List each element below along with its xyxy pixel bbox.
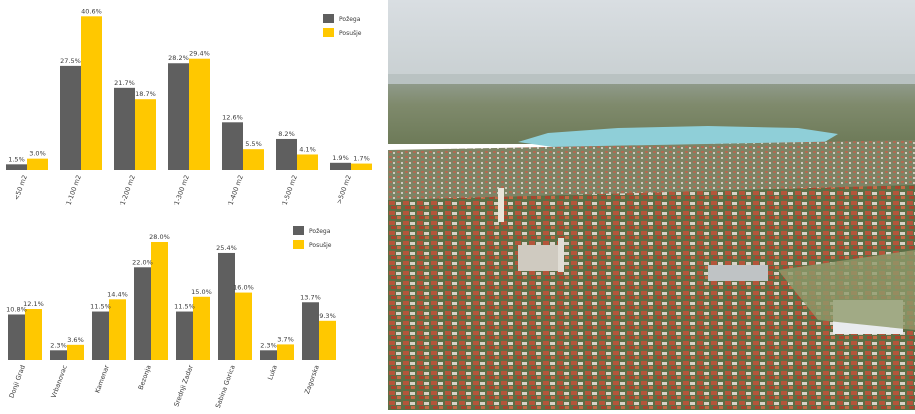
data-label: 16.0% (233, 284, 254, 292)
legend-swatch (293, 226, 304, 235)
legend-label: Požega (339, 16, 361, 23)
bar-series2 (319, 320, 336, 360)
bar-series2 (189, 58, 210, 171)
bar-series2 (67, 344, 84, 360)
data-label: 13.7% (300, 293, 321, 301)
data-label: 14.4% (107, 290, 128, 298)
data-label: 10.8% (6, 305, 27, 313)
bar-series2 (297, 154, 318, 170)
bar-series1 (302, 302, 319, 360)
data-label: 3.7% (277, 335, 294, 343)
bar-series1 (176, 311, 193, 360)
chart-legend: Požega Posušje (293, 226, 332, 249)
legend-swatch (323, 14, 334, 23)
bar-series2 (351, 163, 372, 170)
data-label: 1.9% (332, 154, 349, 162)
category-tick-label: 201-300 m2 (170, 174, 191, 205)
aerial-photo-illustration (388, 0, 915, 410)
data-label: 40.6% (81, 7, 102, 15)
category-tick-label: 301-400 m2 (224, 174, 245, 205)
data-label: 1.5% (8, 155, 25, 163)
bar-series1 (168, 63, 189, 170)
legend-label: Posušje (339, 30, 362, 37)
data-label: 28.0% (149, 233, 170, 241)
data-label: 8.2% (278, 130, 295, 138)
area-distribution-chart: 1.5% 3.0% 27.5% 40.6% 21.7%18.7% 28.2%29.4% 12… (6, 7, 372, 205)
bar-series2 (25, 309, 42, 360)
data-label: 28.2% (168, 54, 189, 62)
bar-series2 (109, 299, 126, 360)
category-tick-label: Srednji Zadar (172, 364, 195, 408)
data-label: 2.3% (50, 341, 67, 349)
bar-series1 (92, 311, 109, 360)
chart-legend: Požega Posušje (323, 14, 362, 37)
data-label: 3.0% (29, 150, 46, 158)
bar-series1 (330, 162, 351, 170)
bar-series1 (6, 164, 27, 170)
bar-series1 (260, 350, 277, 360)
bar-series1 (50, 350, 67, 360)
bar-series2 (277, 344, 294, 360)
data-label: 21.7% (114, 79, 135, 87)
data-label: 12.6% (222, 113, 243, 121)
data-label: 5.5% (245, 140, 262, 148)
data-label: 18.7% (135, 90, 156, 98)
data-label: 15.0% (191, 288, 212, 296)
legend-swatch (323, 28, 334, 37)
data-label: 27.5% (60, 57, 81, 65)
category-tick-label: Zagorska (303, 364, 321, 395)
bar-series2 (193, 296, 210, 360)
bar-series1 (8, 314, 25, 360)
data-label: 12.1% (23, 300, 44, 308)
bar-series1 (134, 267, 151, 360)
bar-series2 (243, 149, 264, 170)
data-label: 11.5% (90, 303, 111, 311)
data-label: 9.3% (319, 312, 336, 320)
category-tick-label: Sabina Gorica (214, 364, 237, 409)
charts-panel: 1.5% 3.0% 27.5% 40.6% 21.7% 18.7% 28.2% 29.4% 12… (0, 0, 388, 410)
legend-label: Požega (309, 228, 331, 235)
category-tick-label: 101-200 m2 (116, 174, 137, 205)
bar-series2 (81, 16, 102, 170)
aerial-photo (388, 0, 915, 410)
bar-series1 (218, 252, 235, 360)
bar-series1 (114, 87, 135, 170)
legend-label: Posušje (309, 242, 332, 249)
data-label: 1.7% (353, 155, 370, 163)
category-tick-label: Vrbanovac (49, 364, 69, 400)
category-tick-label: Donji Grad (8, 364, 27, 399)
data-label: 4.1% (299, 145, 316, 153)
bar-series2 (27, 158, 48, 170)
bar-series1 (276, 138, 297, 170)
data-label: 29.4% (189, 50, 210, 58)
bar-series1 (60, 65, 81, 170)
neighbourhood-chart: 10.8%12.1%2.3%3.6%11.5%14.4%22.0%28.0%11… (6, 226, 336, 409)
bar-series2 (235, 292, 252, 360)
category-tick-label: 401-500 m2 (278, 174, 299, 205)
category-tick-label: Bezonja (137, 364, 153, 391)
category-tick-label: 51-100 m2 (63, 174, 83, 205)
category-tick-label: Kamenar (93, 364, 111, 395)
bar-series2 (151, 242, 168, 360)
data-label: 22.0% (132, 258, 153, 266)
category-tick-label: Luka (266, 364, 279, 381)
bar-series1 (222, 122, 243, 170)
category-tick-label: >500 m2 (335, 174, 353, 205)
data-label: 11.5% (174, 303, 195, 311)
category-tick-label: <50 m2 (12, 174, 29, 201)
data-label: 2.3% (260, 341, 277, 349)
data-label: 3.6% (67, 336, 84, 344)
bar-series2 (135, 99, 156, 170)
data-label: 25.4% (216, 244, 237, 252)
legend-swatch (293, 240, 304, 249)
